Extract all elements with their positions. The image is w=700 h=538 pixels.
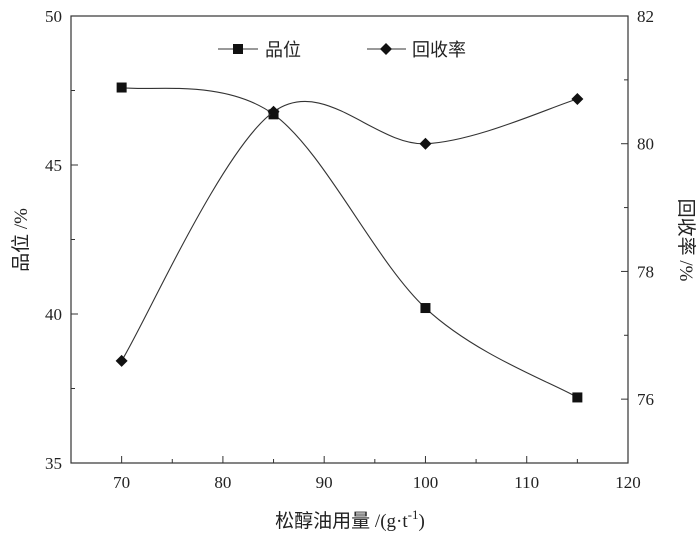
y2-tick-label: 76 [637, 390, 654, 409]
point-grade [572, 392, 583, 403]
axis-ticks [71, 15, 629, 464]
point-grade [116, 82, 127, 93]
plot-frame [70, 15, 629, 464]
legend-label-grade: 品位 [265, 40, 301, 60]
legend-label-recovery: 回收率 [412, 40, 466, 60]
y2-tick-labels: 76 78 80 82 [637, 7, 654, 409]
y2-tick-label: 80 [637, 135, 654, 154]
point-recovery [419, 137, 432, 150]
legend-marker-grade [233, 44, 243, 54]
series-line-grade [121, 86, 578, 398]
x-tick-label: 70 [113, 473, 130, 492]
series-layer [115, 82, 584, 403]
x-axis-title-main: 松醇油用量 /(g·t [275, 510, 408, 532]
x-axis-title-sup: -1 [408, 507, 419, 522]
point-recovery [267, 105, 280, 118]
x-tick-labels: 70 80 90 100 110 120 [113, 473, 641, 492]
y-tick-labels: 35 40 45 50 [45, 7, 62, 473]
x-tick-label: 90 [316, 473, 333, 492]
point-recovery [571, 93, 584, 106]
x-axis-title: 松醇油用量 /(g·t-1) [275, 507, 425, 532]
y2-tick-label: 82 [637, 7, 654, 26]
y-tick-label: 40 [45, 305, 62, 324]
x-axis-title-tail: ) [418, 511, 424, 532]
y-tick-label: 45 [45, 156, 62, 175]
y-tick-label: 50 [45, 7, 62, 26]
x-tick-label: 100 [413, 473, 439, 492]
y-axis-title: 品位 /% [10, 208, 32, 272]
point-recovery [115, 354, 128, 367]
x-tick-label: 110 [514, 473, 539, 492]
series-line-recovery [121, 98, 578, 362]
y2-axis-title: 回收率 /% [675, 199, 697, 282]
legend-marker-recovery [380, 43, 392, 55]
x-tick-label: 120 [615, 473, 641, 492]
y2-tick-label: 78 [637, 262, 654, 281]
legend: 品位 回收率 [218, 40, 466, 60]
point-grade [420, 303, 431, 314]
x-tick-label: 80 [214, 473, 231, 492]
y-tick-label: 35 [45, 454, 62, 473]
